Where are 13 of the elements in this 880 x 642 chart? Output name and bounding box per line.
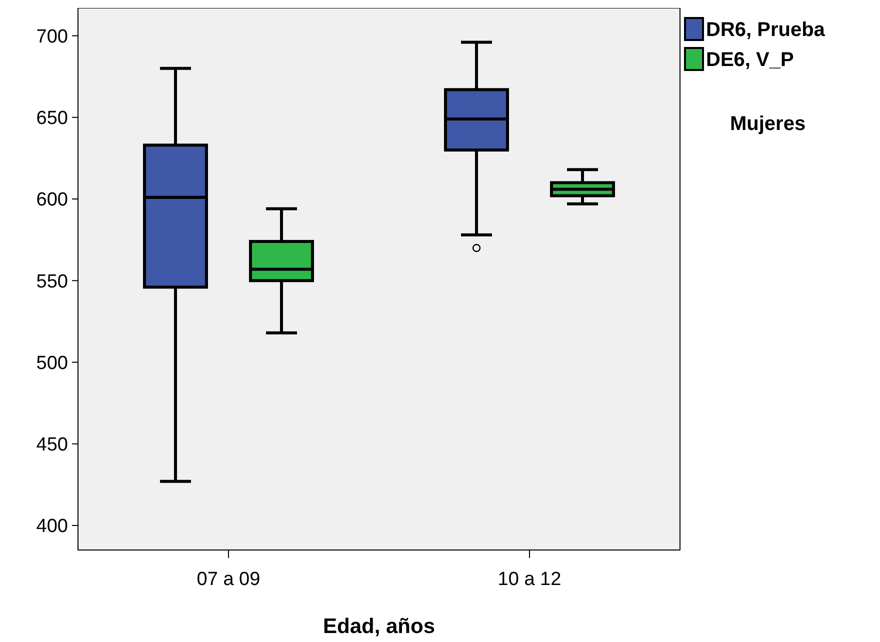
y-tick-label: 600 xyxy=(36,190,68,211)
x-tick-label: 07 a 09 xyxy=(196,569,260,590)
y-tick-label: 450 xyxy=(36,434,68,456)
y-tick-label: 550 xyxy=(36,271,68,292)
x-axis-title: Edad, años xyxy=(322,615,436,638)
legend-label: DE6, V_P xyxy=(706,49,794,71)
y-tick-label: 650 xyxy=(36,108,68,130)
y-tick-label: 500 xyxy=(36,352,68,374)
x-tick-label: 10 a 12 xyxy=(498,569,562,590)
y-tick-label: 700 xyxy=(36,26,68,48)
text: Mujeres xyxy=(730,113,806,135)
legend-label: DR6, Prueba xyxy=(706,19,826,41)
y-tick-label: 400 xyxy=(36,516,68,538)
